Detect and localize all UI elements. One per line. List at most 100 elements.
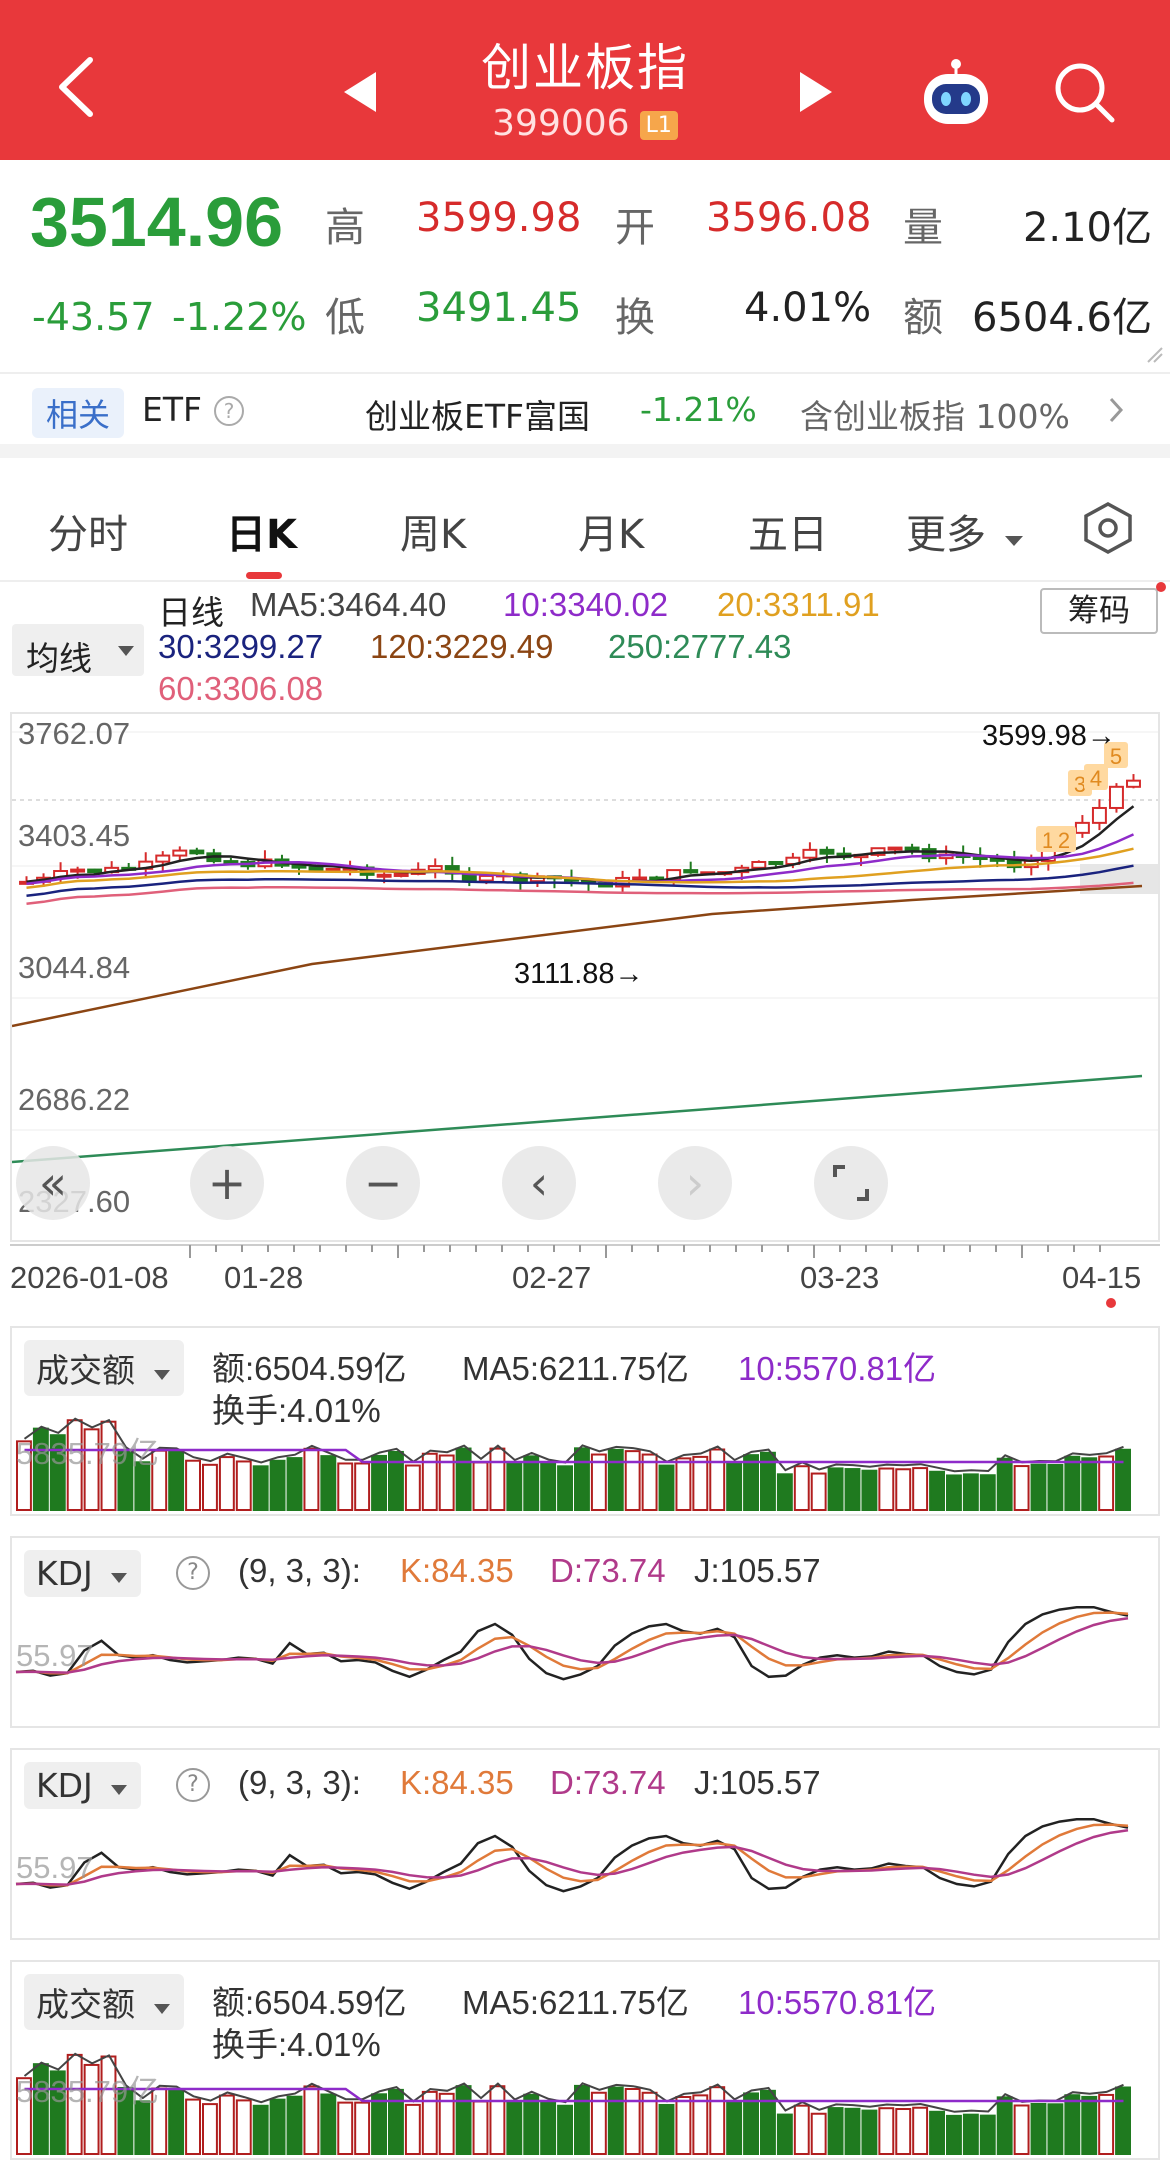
volume-bar bbox=[1064, 1455, 1081, 1511]
volume-bar bbox=[912, 2106, 929, 2156]
volume-bar bbox=[776, 1473, 793, 1511]
volume-bar bbox=[489, 2085, 506, 2155]
chips-button[interactable]: 筹码 bbox=[1040, 588, 1158, 634]
volume-bar bbox=[1047, 1463, 1064, 1512]
x-axis: 2026-01-08 01-28 02-27 03-23 04-15 bbox=[10, 1244, 1160, 1308]
dropdown-icon bbox=[118, 646, 134, 656]
kdj-help-icon[interactable]: ? bbox=[176, 1768, 210, 1802]
volume-bar bbox=[929, 2110, 945, 2155]
volume-panel-top[interactable]: 成交额 额:6504.59亿 MA5:6211.75亿 10:5570.81亿 … bbox=[10, 1326, 1160, 1516]
volume-selector[interactable]: 成交额 bbox=[24, 1974, 184, 2030]
volume-bar bbox=[1098, 1455, 1115, 1511]
volume-bar bbox=[235, 2099, 252, 2155]
tab-more-label: 更多 bbox=[906, 512, 986, 558]
volume-bar bbox=[844, 1468, 861, 1511]
kdj-d-line bbox=[15, 1829, 1129, 1886]
next-index-icon[interactable] bbox=[796, 70, 836, 114]
ma30-value: 30:3299.27 bbox=[158, 628, 324, 665]
volume-selector[interactable]: 成交额 bbox=[24, 1340, 184, 1396]
kdj-help-icon[interactable]: ? bbox=[176, 1556, 210, 1590]
kdj-selector[interactable]: KDJ bbox=[24, 1762, 142, 1809]
volume-bar bbox=[776, 2113, 793, 2156]
volume-bar bbox=[743, 1454, 759, 1511]
volume-panel-bottom[interactable]: 成交额 额:6504.59亿 MA5:6211.75亿 10:5570.81亿 … bbox=[10, 1960, 1160, 2160]
signal-badge bbox=[1104, 742, 1128, 768]
search-icon[interactable] bbox=[1052, 60, 1116, 124]
kdj-panel-bottom[interactable]: KDJ ? (9, 3, 3): K:84.35 D:73.74 J:105.5… bbox=[10, 1748, 1160, 1940]
volume-bar bbox=[675, 2096, 692, 2156]
candle bbox=[172, 849, 188, 857]
ma-selector-label: 均线 bbox=[26, 639, 92, 678]
volume-bars bbox=[16, 1417, 1132, 1512]
dropdown-icon bbox=[1004, 536, 1023, 546]
fullscreen-button[interactable] bbox=[814, 1146, 888, 1220]
volume-bar bbox=[438, 2092, 455, 2156]
kdj-params: (9, 3, 3): bbox=[238, 1552, 361, 1589]
signal-badge-label: 2 bbox=[1058, 828, 1070, 853]
volume-bar bbox=[810, 2112, 827, 2155]
kline-chart-panel[interactable]: 12 345 3762.07 3403.45 3044.84 2686.22 2 3… bbox=[10, 712, 1160, 1242]
active-tab-indicator bbox=[246, 572, 282, 579]
tab-daily-k[interactable]: 日K bbox=[226, 512, 297, 558]
prev-index-icon[interactable] bbox=[340, 70, 380, 114]
help-icon[interactable]: ? bbox=[214, 396, 244, 426]
zoom-out-button[interactable]: − bbox=[346, 1146, 420, 1220]
volume-bar bbox=[218, 2094, 235, 2155]
settings-hexagon-icon[interactable] bbox=[1080, 500, 1136, 556]
volume-bar bbox=[624, 2087, 641, 2155]
index-code: 399006 L1 bbox=[0, 103, 1170, 144]
x-label-1: 2026-01-08 bbox=[10, 1260, 169, 1295]
signal-badge-label: 1 bbox=[1042, 828, 1054, 853]
chevron-right-icon bbox=[1108, 396, 1124, 428]
scroll-left-button[interactable]: ‹ bbox=[502, 1146, 576, 1220]
scroll-right-button[interactable]: › bbox=[658, 1146, 732, 1220]
tab-weekly-k[interactable]: 周K bbox=[400, 512, 467, 558]
volume-bar bbox=[337, 1462, 354, 1512]
x-label-2: 01-28 bbox=[224, 1260, 304, 1295]
volume-bar bbox=[506, 2101, 523, 2156]
related-etf-row[interactable]: 相关 ETF ? 创业板ETF富国 -1.21% 含创业板指 100% bbox=[0, 372, 1170, 458]
volume-bar bbox=[962, 1473, 979, 1511]
volume-bar bbox=[709, 1448, 726, 1511]
tab-intraday[interactable]: 分时 bbox=[48, 512, 128, 558]
candle bbox=[921, 848, 937, 860]
candle bbox=[376, 873, 392, 878]
volume-ma5-line bbox=[23, 1417, 1124, 1473]
volume-bar bbox=[760, 1451, 776, 1512]
volume-selector-label: 成交额 bbox=[36, 1985, 135, 2024]
y-label-3: 3044.84 bbox=[18, 950, 131, 985]
candle bbox=[1074, 821, 1090, 834]
ma-selector[interactable]: 均线 bbox=[12, 624, 144, 678]
candle bbox=[223, 860, 239, 865]
volume-bar bbox=[844, 2107, 861, 2155]
kdj-k-line bbox=[15, 1823, 1129, 1887]
kdj-k-line bbox=[15, 1611, 1129, 1675]
kdj-selector[interactable]: KDJ bbox=[24, 1550, 142, 1597]
volume-bar bbox=[929, 1470, 945, 1512]
tab-more[interactable]: 更多 bbox=[906, 502, 1025, 560]
volume-bar bbox=[895, 2108, 912, 2155]
ma5-line bbox=[26, 805, 1135, 884]
volume-axis-label: 5835.79亿 bbox=[16, 2074, 160, 2109]
volume-bar bbox=[658, 1464, 675, 1511]
volume-bar bbox=[49, 1434, 66, 1511]
kdj-panel-top[interactable]: KDJ ? (9, 3, 3): K:84.35 D:73.74 J:105.5… bbox=[10, 1536, 1160, 1728]
volume-bar bbox=[472, 1461, 489, 1511]
etf-holding: 含创业板指 100% bbox=[800, 397, 1070, 436]
volume-bar bbox=[506, 1462, 523, 1511]
kdj-d-value: D:73.74 bbox=[550, 1552, 666, 1589]
zoom-in-button[interactable]: + bbox=[190, 1146, 264, 1220]
tab-five-day[interactable]: 五日 bbox=[748, 512, 828, 558]
related-tag: 相关 bbox=[32, 388, 125, 438]
robot-assistant-icon[interactable] bbox=[918, 56, 994, 128]
volume-bar bbox=[996, 1457, 1013, 1511]
kline-chart[interactable]: 1 2 3 45 bbox=[12, 714, 1158, 1240]
open-label: 开 bbox=[615, 205, 655, 251]
volume-bar bbox=[1098, 2093, 1115, 2155]
back-icon[interactable] bbox=[48, 52, 108, 122]
volume-bar bbox=[760, 2089, 776, 2156]
volume-bar bbox=[388, 2088, 404, 2155]
volume-bar bbox=[185, 2098, 202, 2155]
tab-monthly-k[interactable]: 月K bbox=[578, 512, 645, 558]
scroll-left-fast-button[interactable]: « bbox=[16, 1146, 90, 1220]
